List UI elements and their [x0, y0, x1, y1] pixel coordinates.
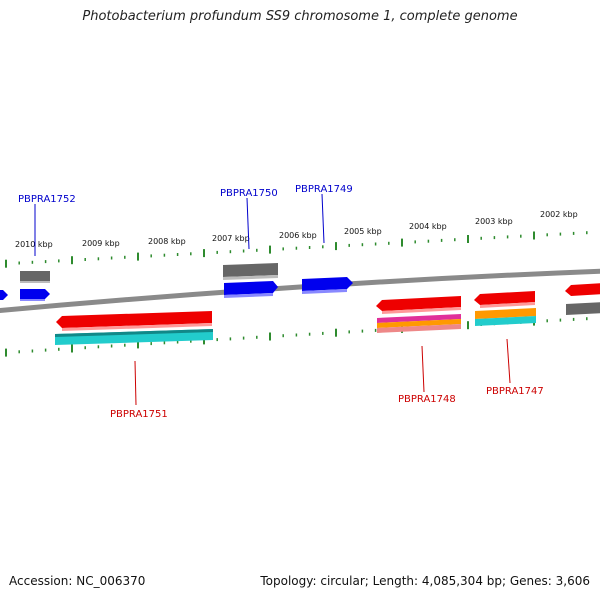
feature-cyan-1747[interactable] [475, 316, 536, 326]
scale-label-2006: 2006 kbp [279, 231, 317, 240]
feature-cyan-1751-top [55, 329, 213, 337]
feature-orange-1747[interactable] [475, 308, 536, 319]
scale-label-2009: 2009 kbp [82, 239, 120, 248]
gene-label-pbpra1748[interactable]: PBPRA1748 [398, 394, 456, 405]
accession-text: Accession: NC_006370 [9, 574, 146, 588]
feature-grey-edge[interactable] [566, 302, 600, 315]
leader-lines [34, 193, 511, 406]
gene-label-pbpra1751[interactable]: PBPRA1751 [110, 409, 168, 420]
gene-arrow-pbpra1751-shade [62, 323, 212, 331]
scale-label-2004: 2004 kbp [409, 222, 447, 231]
reverse-features [55, 283, 600, 345]
gene-arrow-pbpra1747[interactable] [474, 291, 535, 305]
gene-arrow-pbpra1749-shade [302, 289, 347, 294]
scale-label-2003: 2003 kbp [475, 217, 513, 226]
scale-label-2005: 2005 kbp [344, 227, 382, 236]
gene-arrow-pbpra1749[interactable] [302, 277, 353, 291]
scale-label-2008: 2008 kbp [148, 237, 186, 246]
feature-pink-1748[interactable] [377, 324, 461, 333]
genome-backbone [0, 268, 600, 314]
gene-label-pbpra1752[interactable]: PBPRA1752 [18, 194, 76, 205]
scale-label-2010: 2010 kbp [15, 240, 53, 249]
scale-label-2002: 2002 kbp [540, 210, 578, 219]
gene-arrow-pbpra1748[interactable] [376, 296, 461, 311]
gene-arrow-blue-0[interactable] [0, 290, 8, 300]
map-title: Photobacterium profundum SS9 chromosome … [82, 9, 518, 24]
feature-grey-2-shade [223, 275, 278, 280]
feature-magenta-1748[interactable] [377, 314, 461, 323]
gene-arrow-pbpra1752[interactable] [20, 289, 50, 299]
feature-grey-1-shade [20, 281, 50, 283]
feature-grey-2[interactable] [223, 263, 278, 277]
gene-label-pbpra1749[interactable]: PBPRA1749 [295, 184, 353, 195]
gene-arrow-red-edge[interactable] [565, 283, 600, 296]
scale-label-2007: 2007 kbp [212, 234, 250, 243]
gene-arrow-pbpra1750-shade [224, 293, 273, 298]
gene-label-pbpra1747[interactable]: PBPRA1747 [486, 386, 544, 397]
gene-arrow-pbpra1747-shade [480, 302, 535, 308]
genome-summary-text: Topology: circular; Length: 4,085,304 bp… [260, 574, 590, 588]
forward-features [0, 263, 353, 301]
gene-arrow-pbpra1751[interactable] [56, 311, 212, 328]
feature-grey-1[interactable] [20, 271, 50, 281]
gene-label-pbpra1750[interactable]: PBPRA1750 [220, 188, 278, 199]
gene-arrow-pbpra1748-shade [382, 307, 461, 314]
feature-orange-1748[interactable] [377, 319, 461, 328]
scale-ticks-outer [5, 231, 588, 268]
gene-arrow-pbpra1752-shade [20, 299, 45, 301]
gene-arrow-pbpra1750[interactable] [224, 281, 278, 295]
